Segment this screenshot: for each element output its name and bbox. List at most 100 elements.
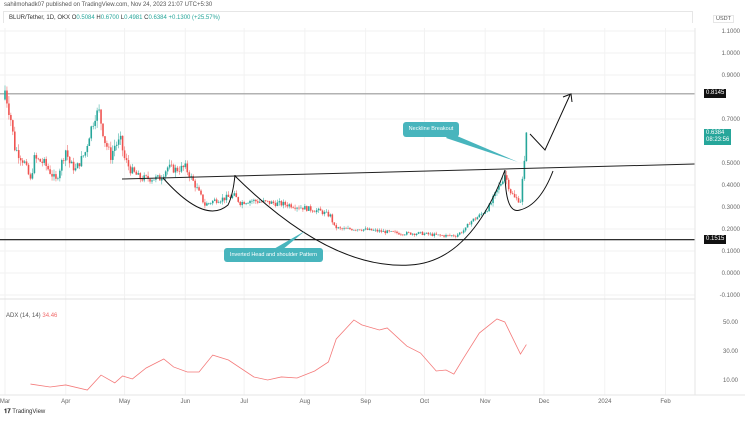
candle-body [221,197,224,202]
candle-body [223,197,226,201]
candle-body [445,234,447,237]
time-axis[interactable]: Mar Apr May Jun Jul Aug Sep Oct Nov Dec 2024 Feb [0,399,671,405]
candle-body [251,200,253,202]
candle-body [468,223,471,225]
candle-body [505,175,508,180]
candle-body [227,194,230,197]
candle-body [196,187,198,188]
candle-body [272,201,275,204]
candle-body [90,126,93,139]
low-label: L [120,15,125,21]
candle-body [108,146,110,148]
candle-body [460,232,463,234]
candle-body [278,201,281,203]
candle-body [366,228,369,230]
price-axis[interactable]: 1.1000 1.0000 0.9000 0.7000 0.5000 0.4000 0.30… [720,29,741,299]
candle-body [472,218,475,222]
candle-body [121,135,124,151]
candle-body [129,166,132,174]
candle-body [372,230,375,231]
candle-body [15,150,18,151]
candle-body [390,231,392,232]
candle-body [255,199,257,202]
candle-body [394,231,396,233]
candle-body [176,167,179,172]
candle-body [123,150,126,159]
candle-body [498,185,500,190]
candle-body [339,227,341,229]
candle-body [309,206,312,211]
candle-body [35,155,38,159]
candle-body [523,160,526,179]
candle-body [157,175,159,177]
candle-body [133,167,136,172]
symbol-legend: BLUR/Tether, 1D, OKX O0.5084 H0.6700 L0.… [3,11,693,23]
candle-body [139,173,142,180]
candle-body [308,206,310,211]
low-value: 0.4981 [124,15,143,21]
candle-body [274,203,277,206]
candle-body [53,174,55,177]
candle-body [100,109,102,124]
neckline-breakout-callout: Neckline Breakout [403,122,459,137]
candle-body [200,190,202,195]
candle-body [188,172,191,178]
candle-body [511,193,514,194]
price-tick-label: -0.1000 [720,293,741,299]
candle-body [458,232,461,235]
candle-body [321,210,324,215]
open-value: 0.5084 [76,15,95,21]
close-label: C [144,15,149,21]
time-tick-label: Jun [180,399,190,405]
candle-body [384,230,387,234]
candle-body [166,167,169,172]
candle-body [284,201,287,205]
candle-body [451,235,453,237]
candle-body [429,233,432,235]
candle-body [360,230,363,231]
candle-body [290,204,292,208]
candle-body [243,201,245,205]
candle-body [423,233,426,235]
candle-body [368,228,371,230]
candle-body [202,194,204,203]
candle-body [407,232,410,233]
candle-body [441,235,443,236]
candle-body [245,203,247,205]
resistance-price-tag: 0.8145 [704,89,727,98]
logo-text: TradingView [12,409,46,415]
time-tick-label: 2024 [598,399,612,405]
candle-body [362,229,365,231]
arrowhead-icon [562,93,573,103]
candle-body [172,164,175,173]
published-info: sahilmohadk07 published on TradingView.c… [4,2,213,8]
candle-body [370,228,373,231]
candle-body [178,171,181,172]
candle-body [311,210,314,212]
candle-body [319,208,322,211]
candle-body [161,178,163,181]
tradingview-logo[interactable]: 𝟏𝟕 TradingView [4,409,46,415]
candle-body [106,143,108,147]
candle-body [47,165,49,170]
candle-body [174,167,177,173]
time-tick-label: Mar [0,399,10,405]
candle-body [358,229,361,231]
currency-label[interactable]: USDT [713,15,734,23]
candle-body [137,173,140,175]
candle-body [507,179,510,190]
projection-arrow [529,94,571,151]
candle-body [215,199,218,203]
adx-axis[interactable]: 50.00 30.00 10.00 [723,320,739,384]
candle-body [6,90,8,104]
candle-body [117,139,120,145]
high-label: H [96,15,101,21]
candle-body [141,179,143,181]
candle-body [125,158,128,161]
candle-body [331,214,334,223]
candle-body [427,232,430,235]
candle-body [378,230,381,232]
neckline [121,163,696,180]
candle-body [517,198,520,203]
